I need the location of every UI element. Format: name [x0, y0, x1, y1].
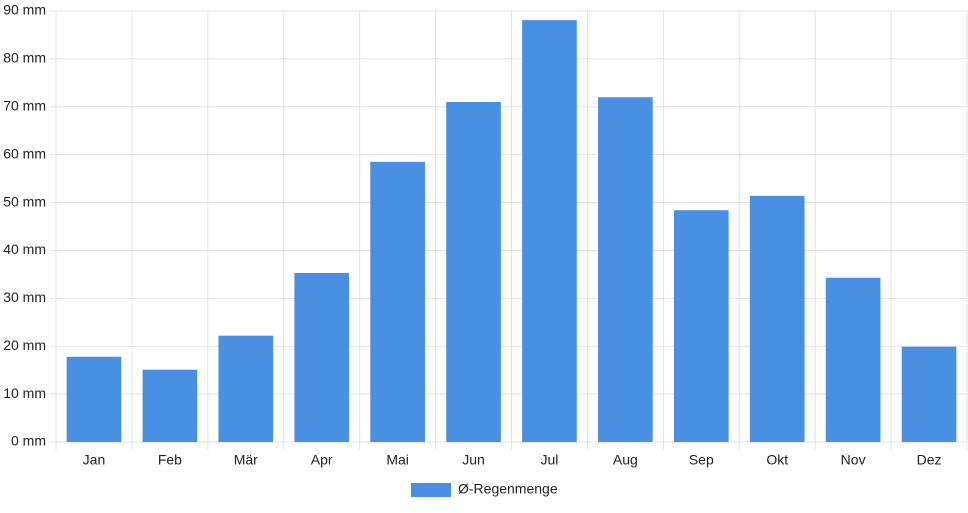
x-tick-label: Sep [689, 452, 714, 468]
x-tick-label: Feb [158, 452, 182, 468]
bar [522, 20, 577, 443]
legend-label: Ø-Regenmenge [458, 481, 558, 497]
bar [825, 277, 881, 442]
bar [598, 97, 653, 442]
y-tick-label: 0 mm [11, 433, 46, 449]
bar [370, 161, 425, 442]
x-tick-label: Jan [83, 452, 106, 468]
x-tick-label: Apr [311, 452, 333, 468]
x-tick-label: Jun [462, 452, 485, 468]
x-tick-label: Nov [841, 452, 866, 468]
bar [218, 335, 274, 442]
bar [673, 210, 729, 442]
y-tick-label: 40 mm [3, 241, 46, 257]
x-tick-label: Mai [386, 452, 409, 468]
x-tick-label: Dez [917, 452, 942, 468]
bar [901, 346, 957, 442]
legend-swatch [411, 483, 451, 497]
y-tick-label: 30 mm [3, 289, 46, 305]
bar [142, 369, 198, 442]
y-tick-label: 20 mm [3, 337, 46, 353]
y-tick-label: 80 mm [3, 50, 46, 66]
y-tick-label: 50 mm [3, 193, 46, 209]
bar [294, 272, 350, 442]
x-tick-label: Mär [234, 452, 258, 468]
y-tick-label: 60 mm [3, 145, 46, 161]
y-tick-label: 70 mm [3, 97, 46, 113]
x-tick-label: Aug [613, 452, 638, 468]
x-tick-label: Jul [541, 452, 559, 468]
bar [446, 101, 501, 442]
bar [749, 195, 805, 442]
y-tick-label: 90 mm [3, 2, 46, 18]
bar [66, 356, 122, 442]
x-tick-label: Okt [766, 452, 788, 468]
y-tick-label: 10 mm [3, 385, 46, 401]
